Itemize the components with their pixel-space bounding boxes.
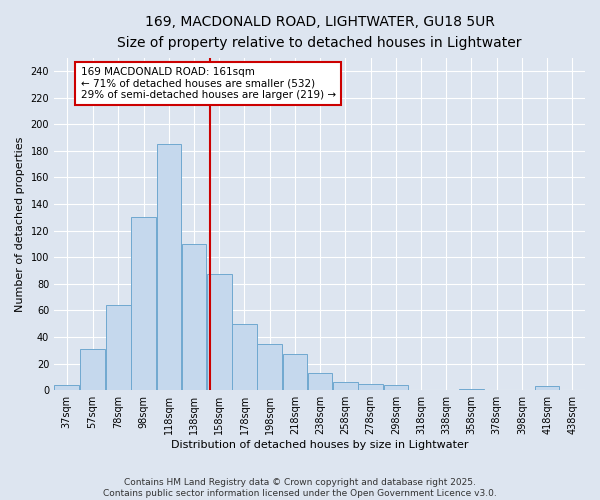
Bar xyxy=(55,385,79,390)
Bar xyxy=(207,274,232,390)
Bar xyxy=(308,373,332,390)
Bar xyxy=(535,386,559,390)
Bar xyxy=(358,384,383,390)
Bar xyxy=(182,244,206,390)
Title: 169, MACDONALD ROAD, LIGHTWATER, GU18 5UR
Size of property relative to detached : 169, MACDONALD ROAD, LIGHTWATER, GU18 5U… xyxy=(117,15,522,50)
Text: 169 MACDONALD ROAD: 161sqm
← 71% of detached houses are smaller (532)
29% of sem: 169 MACDONALD ROAD: 161sqm ← 71% of deta… xyxy=(80,67,335,100)
Bar xyxy=(80,349,106,390)
Y-axis label: Number of detached properties: Number of detached properties xyxy=(15,136,25,312)
X-axis label: Distribution of detached houses by size in Lightwater: Distribution of detached houses by size … xyxy=(171,440,468,450)
Text: Contains HM Land Registry data © Crown copyright and database right 2025.
Contai: Contains HM Land Registry data © Crown c… xyxy=(103,478,497,498)
Bar xyxy=(232,324,257,390)
Bar xyxy=(106,305,131,390)
Bar xyxy=(333,382,358,390)
Bar xyxy=(131,218,156,390)
Bar xyxy=(257,344,282,390)
Bar xyxy=(459,389,484,390)
Bar xyxy=(157,144,181,390)
Bar xyxy=(283,354,307,390)
Bar xyxy=(383,385,408,390)
